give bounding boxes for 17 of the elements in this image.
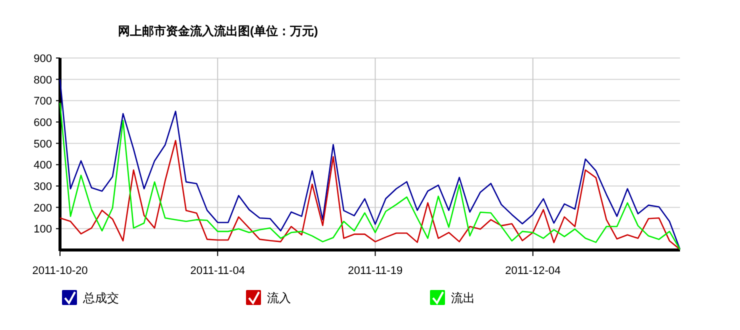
legend-label: 流出 [451, 291, 475, 305]
y-tick-label: 600 [34, 117, 52, 129]
y-tick-label: 800 [34, 74, 52, 86]
x-tick-label: 2011-10-20 [32, 265, 88, 277]
legend-label: 总成交 [82, 291, 119, 305]
y-tick-label: 900 [34, 53, 52, 65]
chart-title: 网上邮市资金流入流出图(单位：万元) [118, 24, 318, 38]
x-tick-label: 2011-12-04 [505, 265, 561, 277]
y-tick-label: 100 [34, 224, 52, 236]
y-tick-label: 300 [34, 181, 52, 193]
y-tick-label: 700 [34, 96, 52, 108]
y-tick-label: 400 [34, 160, 52, 172]
x-tick-label: 2011-11-19 [348, 265, 403, 277]
x-tick-label: 2011-11-04 [190, 265, 245, 277]
y-tick-label: 200 [34, 202, 52, 214]
y-tick-label: 500 [34, 138, 52, 150]
legend-label: 流入 [267, 291, 291, 305]
